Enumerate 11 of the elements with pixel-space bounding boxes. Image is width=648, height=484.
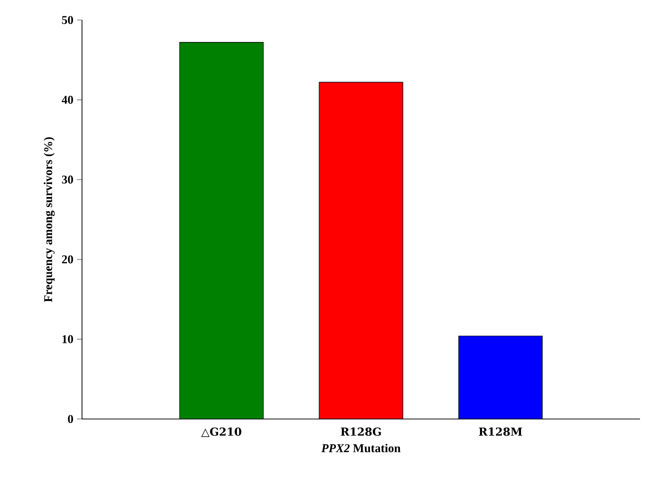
x-tick-label: R128M (478, 428, 522, 436)
x-axis-title: PPX2 Mutation (321, 444, 401, 452)
x-tick-label: △G210 (201, 428, 242, 437)
y-tick-label: 30 (62, 176, 74, 184)
y-tick-label: 50 (62, 16, 74, 24)
y-tick-label: 20 (62, 255, 74, 264)
y-tick-label: 0 (68, 414, 74, 424)
y-axis-title: Frequency among survivors (%) (44, 137, 55, 302)
x-tick-label: R128G (340, 428, 381, 436)
y-tick-label: 40 (62, 96, 74, 104)
y-tick-label: 10 (62, 335, 74, 344)
